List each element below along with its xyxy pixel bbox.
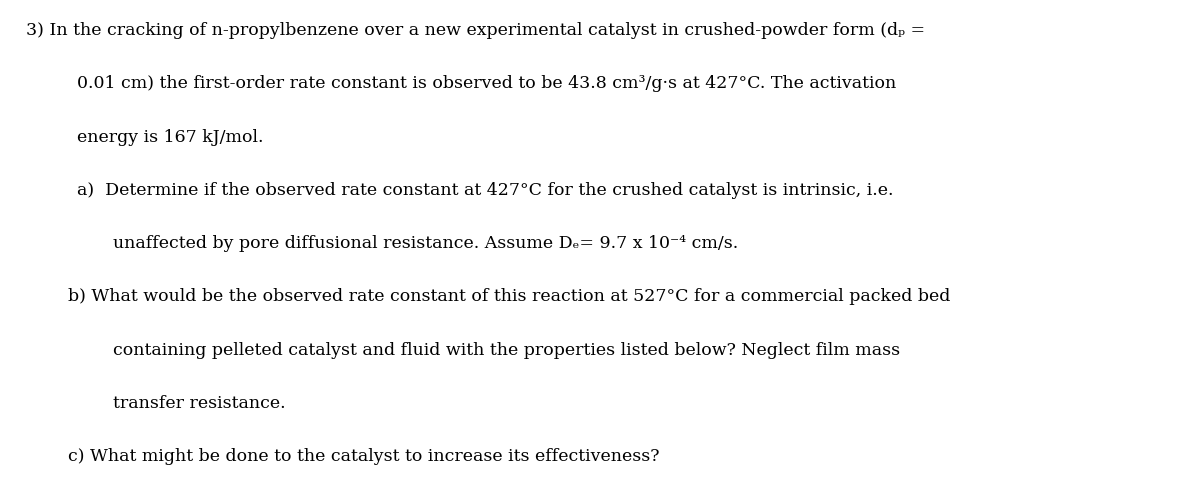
Text: b) What would be the observed rate constant of this reaction at 527°C for a comm: b) What would be the observed rate const… (68, 288, 950, 305)
Text: 0.01 cm) the first-order rate constant is observed to be 43.8 cm³/g·s at 427°C. : 0.01 cm) the first-order rate constant i… (77, 75, 897, 92)
Text: energy is 167 kJ/mol.: energy is 167 kJ/mol. (77, 129, 264, 145)
Text: c) What might be done to the catalyst to increase its effectiveness?: c) What might be done to the catalyst to… (68, 448, 660, 465)
Text: containing pelleted catalyst and fluid with the properties listed below? Neglect: containing pelleted catalyst and fluid w… (113, 342, 900, 358)
Text: unaffected by pore diffusional resistance. Assume Dₑ= 9.7 x 10⁻⁴ cm/s.: unaffected by pore diffusional resistanc… (113, 235, 738, 252)
Text: 3) In the cracking of n-propylbenzene over a new experimental catalyst in crushe: 3) In the cracking of n-propylbenzene ov… (26, 22, 925, 39)
Text: transfer resistance.: transfer resistance. (113, 395, 286, 412)
Text: a)  Determine if the observed rate constant at 427°C for the crushed catalyst is: a) Determine if the observed rate consta… (77, 182, 894, 199)
